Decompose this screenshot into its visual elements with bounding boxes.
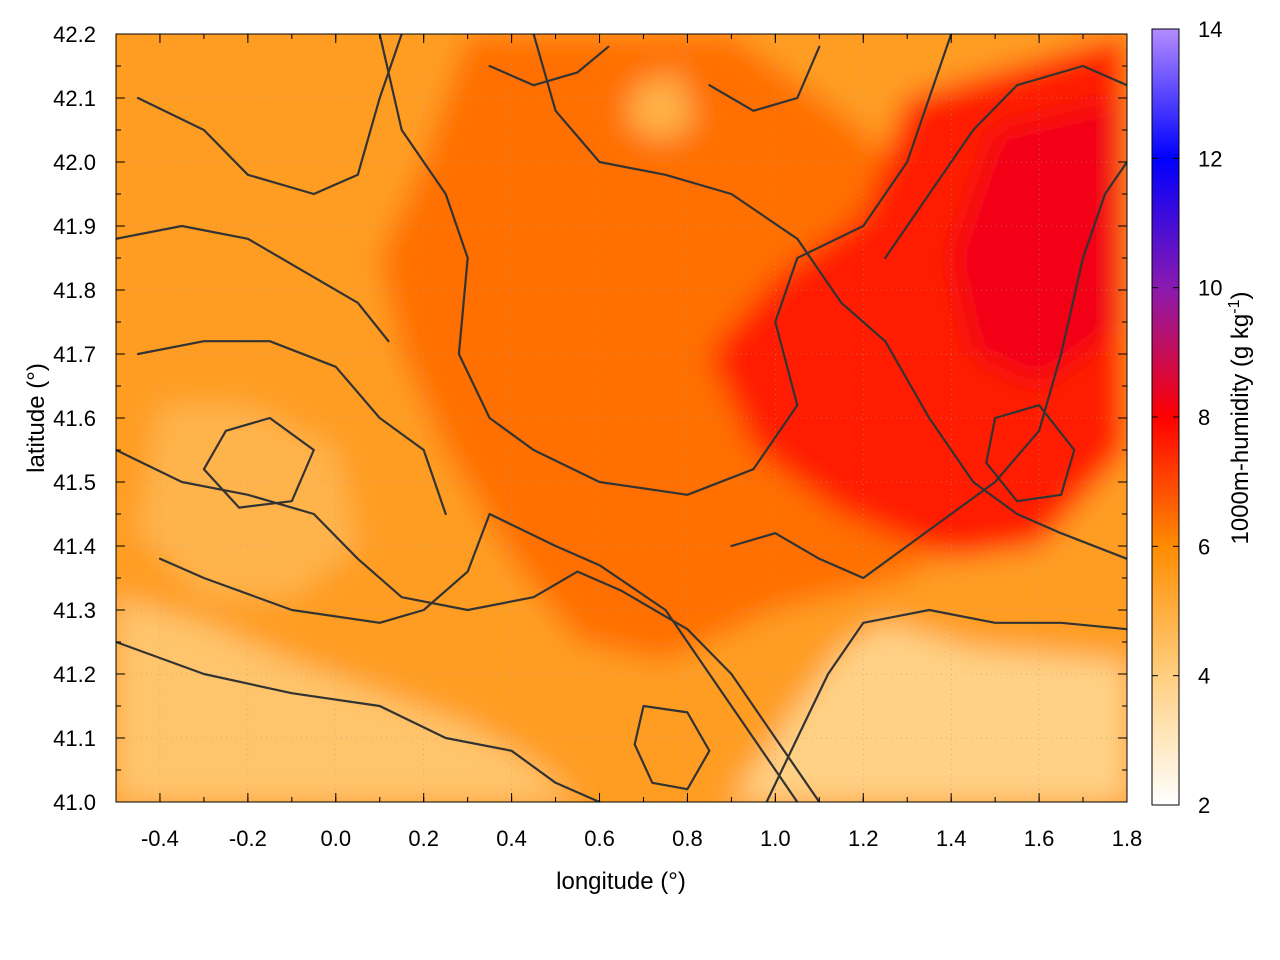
x-tick-label: -0.4 (141, 826, 179, 851)
heatmap-region-south-coast-light (116, 597, 578, 802)
x-tick-label: 1.6 (1024, 826, 1055, 851)
x-tick-label: 1.2 (848, 826, 879, 851)
contour-lines (116, 34, 1127, 802)
contour-line (136, 34, 403, 196)
contour-line (765, 608, 1127, 802)
y-tick-label: 41.5 (53, 470, 96, 495)
x-tick-label: 0.4 (496, 826, 527, 851)
y-tick-label: 41.1 (53, 726, 96, 751)
x-tick-label: 0.6 (584, 826, 615, 851)
contour-line (633, 704, 711, 791)
y-tick-label: 41.2 (53, 662, 96, 687)
colorbar-tick-label: 8 (1198, 405, 1210, 430)
colorbar-tick-label: 4 (1198, 664, 1210, 689)
contour-line (488, 45, 610, 87)
colorbar-tick-label: 6 (1198, 534, 1210, 559)
contour-line (730, 160, 1127, 580)
contour-line (378, 34, 953, 496)
heatmap-region-north-pocket-light (625, 72, 697, 143)
contour-line (116, 448, 821, 802)
contour-line (116, 224, 390, 343)
x-tick-label: 1.8 (1112, 826, 1143, 851)
grid-lines (116, 34, 1127, 802)
y-axis-ticks: 41.0 41.1 41.2 41.3 41.4 41.5 41.6 41.7 41.8 41.9… (53, 22, 1127, 815)
colorbar-ticks: 2 4 6 8 10 12 14 (1152, 17, 1222, 818)
x-tick-label: 1.0 (760, 826, 791, 851)
x-tick-label: 1.4 (936, 826, 967, 851)
heatmap-field (116, 34, 1127, 802)
y-tick-label: 42.1 (53, 86, 96, 111)
y-tick-label: 41.6 (53, 406, 96, 431)
colorbar-tick-label: 10 (1198, 276, 1222, 301)
contour-line (158, 512, 799, 802)
y-tick-label: 42.0 (53, 150, 96, 175)
colorbar-title: 1000m-humidity (g kg-1) (1226, 292, 1254, 545)
colorbar-tick-label: 14 (1198, 17, 1222, 42)
contour-line (532, 34, 1127, 560)
heatmap-region-west-mid-light (138, 405, 358, 598)
x-axis-ticks: -0.4 -0.2 0.0 0.2 0.4 0.6 0.8 1.0 1.2 1.4 1.6 1.8 (115, 34, 1143, 851)
contour-line (985, 404, 1076, 503)
heatmap-region-southeast-light (731, 622, 1127, 802)
x-tick-label: 0.2 (408, 826, 439, 851)
y-tick-label: 41.4 (53, 534, 96, 559)
colorbar-tick-label: 12 (1198, 146, 1222, 171)
contour-line (884, 64, 1127, 260)
x-tick-label: 0.0 (320, 826, 351, 851)
y-tick-label: 41.0 (53, 790, 96, 815)
y-tick-label: 41.3 (53, 598, 96, 623)
x-axis-title: longitude (°) (556, 868, 686, 895)
contour-line (202, 416, 315, 509)
colorbar-tick-label: 2 (1198, 793, 1210, 818)
contour-line (136, 340, 447, 516)
y-tick-label: 41.8 (53, 278, 96, 303)
y-tick-label: 41.9 (53, 214, 96, 239)
y-tick-label: 42.2 (53, 22, 96, 47)
contour-line (116, 640, 601, 802)
heatmap-region-east-max (951, 98, 1127, 386)
y-axis-title: latitude (°) (23, 363, 50, 473)
x-tick-label: -0.2 (229, 826, 267, 851)
y-tick-label: 41.7 (53, 342, 96, 367)
x-tick-label: 0.8 (672, 826, 703, 851)
contour-line (708, 45, 821, 112)
